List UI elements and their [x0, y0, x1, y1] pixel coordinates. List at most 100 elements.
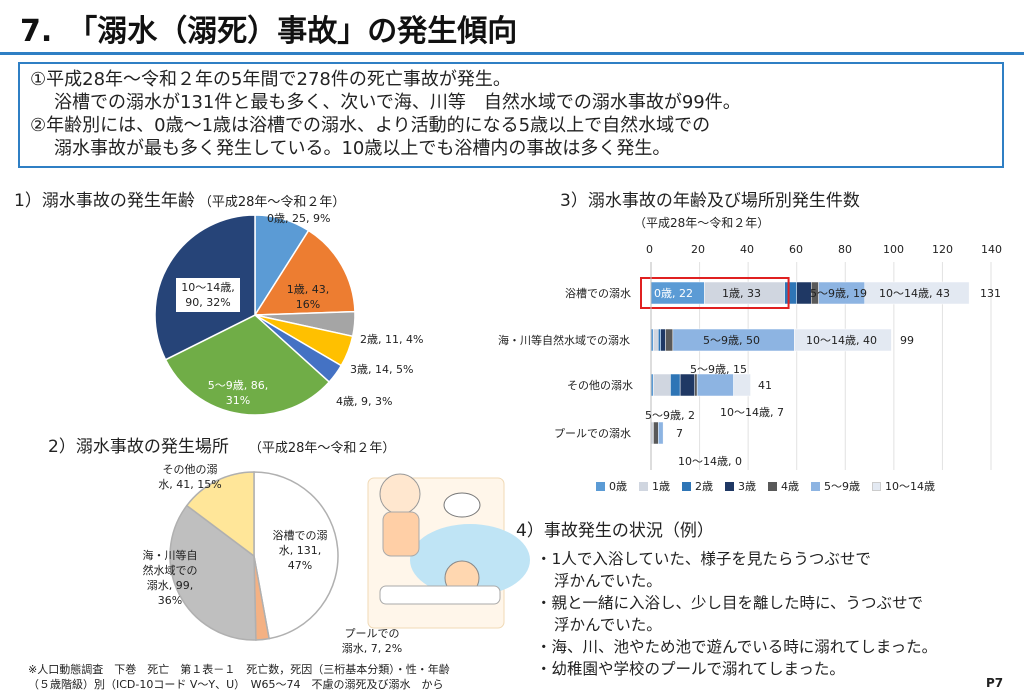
pie-slice: [185, 471, 255, 558]
pie1-label-2: 2歳, 11, 4%: [360, 333, 424, 346]
legend-swatch: [596, 481, 605, 491]
case-item-cont: 浮かんでいた。: [554, 572, 662, 590]
bar-category-label: 海・川等自然水域での溺水: [498, 334, 630, 347]
bar-data-label: 5～9歳, 50: [703, 334, 760, 347]
bar-data-label: 10～14歳, 43: [879, 287, 950, 300]
case-item: ・親と一緒に入浴し、少し目を離した時に、うつぶせで: [536, 594, 924, 612]
legend-item: 4歳: [768, 478, 799, 494]
bar-segment: [784, 281, 797, 305]
page-title: 7. 「溺水（溺死）事故」の発生傾向: [20, 14, 518, 49]
pie2-label-0: 浴槽での溺 水, 131, 47%: [272, 529, 328, 572]
bar-segment: [665, 328, 674, 352]
legend-item: 3歳: [725, 478, 756, 494]
pie2-label-3: その他の溺 水, 41, 15%: [158, 463, 222, 491]
pie1-label-5: 5～9歳, 86, 31%: [207, 379, 269, 407]
bar-legend: 0歳 1歳 2歳 3歳 4歳 5～9歳 10～14歳: [596, 478, 935, 494]
pie1-label-1: 1歳, 43, 16%: [286, 283, 330, 311]
legend-swatch: [682, 481, 691, 491]
case-item-cont: 浮かんでいた。: [554, 616, 662, 634]
bar-total-label: 41: [758, 379, 772, 392]
legend-item: 1歳: [639, 478, 670, 494]
case-item: ・幼稚園や学校のプールで溺れてしまった。: [536, 660, 845, 678]
bar-data-label: 10～14歳, 7: [720, 406, 784, 419]
section2-title: 2）溺水事故の発生場所: [48, 437, 229, 457]
bar-segment: [733, 373, 751, 397]
pie2-label-1: プールでの 溺水, 7, 2%: [341, 627, 403, 655]
case-item: ・海、川、池やため池で遊んでいる時に溺れてしまった。: [536, 638, 938, 656]
legend-item: 10～14歳: [872, 478, 935, 494]
summary-line: 溺水事故が最も多く発生している。10歳以上でも浴槽内の事故は多く発生。: [54, 138, 671, 159]
section1-title: 1）溺水事故の発生年齢: [14, 191, 195, 211]
age-location-bar-chart: [640, 262, 992, 470]
bar-data-label: 10～14歳, 0: [678, 455, 742, 468]
bar-data-label: 10～14歳, 40: [806, 334, 877, 347]
summary-box: ①平成28年～令和２年の5年間で278件の死亡事故が発生。 浴槽での溺水が131…: [18, 62, 1004, 168]
footnote-line: （５歳階級）別（ICD-10コード V～Y、U） W65～74 不慮の溺死及び溺…: [28, 678, 444, 691]
legend-swatch: [872, 481, 881, 491]
section3-period: （平成28年～令和２年）: [634, 216, 770, 230]
footnote-line: ※人口動態調査 下巻 死亡 第１表－１ 死亡数，死因（三桁基本分類）・性・年齢: [28, 663, 450, 676]
bath-illustration: [367, 473, 530, 629]
bar-data-label: 5～9歳, 15: [690, 363, 747, 376]
title-rule: [0, 52, 1024, 55]
bar-total-label: 7: [676, 427, 683, 440]
pie1-label-6: 10～14歳, 90, 32%: [176, 278, 240, 312]
pie1-label-4: 4歳, 9, 3%: [336, 395, 393, 408]
legend-swatch: [639, 481, 648, 491]
bar-segment: [696, 373, 734, 397]
pie1-label-0: 0歳, 25, 9%: [267, 212, 331, 225]
pie-slice: [253, 471, 339, 640]
bar-segment: [653, 373, 671, 397]
case-item: ・1人で入浴していた、様子を見たらうつぶせで: [536, 550, 871, 568]
bar-segment: [660, 328, 666, 352]
bar-total-label: 99: [900, 334, 914, 347]
section1-period: （平成28年～令和２年）: [198, 195, 346, 210]
legend-swatch: [811, 481, 820, 491]
section1-heading: 1）溺水事故の発生年齢 （平成28年～令和２年）: [14, 186, 345, 211]
pie-slice: [253, 229, 356, 316]
x-tick: 0: [646, 243, 653, 256]
bar-segment: [658, 421, 664, 445]
bar-segment: [694, 373, 698, 397]
x-tick: 100: [883, 243, 904, 256]
bar-segment: [670, 373, 681, 397]
x-tick: 120: [932, 243, 953, 256]
bar-data-label: 1歳, 33: [722, 287, 761, 300]
bar-data-label: 0歳, 22: [654, 287, 693, 300]
footnote: ※人口動態調査 下巻 死亡 第１表－１ 死亡数，死因（三桁基本分類）・性・年齢 …: [28, 662, 450, 692]
x-tick: 20: [691, 243, 705, 256]
bar-category-label: プールでの溺水: [554, 427, 631, 440]
bar-category-label: その他の溺水: [567, 379, 633, 392]
x-tick: 40: [740, 243, 754, 256]
pie-slice: [169, 504, 257, 641]
bar-data-label: 5～9歳, 2: [645, 409, 695, 422]
legend-swatch: [768, 481, 777, 491]
bar-segment: [794, 328, 892, 352]
section2-heading: 2）溺水事故の発生場所 （平成28年～令和２年）: [48, 432, 395, 457]
bar-total-label: 131: [980, 287, 1001, 300]
section4-title: 4）事故発生の状況（例）: [516, 521, 714, 541]
legend-item: 5～9歳: [811, 478, 860, 494]
location-pie-chart: [169, 471, 339, 641]
pie1-label-3: 3歳, 14, 5%: [350, 363, 414, 376]
x-tick: 60: [789, 243, 803, 256]
section3-title: 3）溺水事故の年齢及び場所別発生件数: [560, 191, 860, 211]
bar-category-label: 浴槽での溺水: [565, 287, 631, 300]
page-number: P7: [986, 676, 1004, 690]
legend-item: 0歳: [596, 478, 627, 494]
summary-line: 浴槽での溺水が131件と最も多く、次いで海、川等 自然水域での溺水事故が99件。: [54, 92, 741, 113]
bar-segment: [658, 328, 661, 352]
section2-period: （平成28年～令和２年）: [248, 441, 396, 456]
bar-segment: [653, 421, 659, 445]
legend-item: 2歳: [682, 478, 713, 494]
legend-swatch: [725, 481, 734, 491]
summary-line: ①平成28年～令和２年の5年間で278件の死亡事故が発生。: [30, 69, 511, 90]
x-tick: 80: [838, 243, 852, 256]
x-tick: 140: [981, 243, 1002, 256]
pie2-label-2: 海・川等自 然水域での 溺水, 99, 36%: [142, 549, 198, 607]
case-list: ・1人で入浴していた、様子を見たらうつぶせで 浮かんでいた。 ・親と一緒に入浴し…: [536, 548, 937, 680]
bar-data-label: 5～9歳, 19: [810, 287, 867, 300]
highlight-box: [640, 277, 790, 309]
bar-segment: [653, 328, 659, 352]
